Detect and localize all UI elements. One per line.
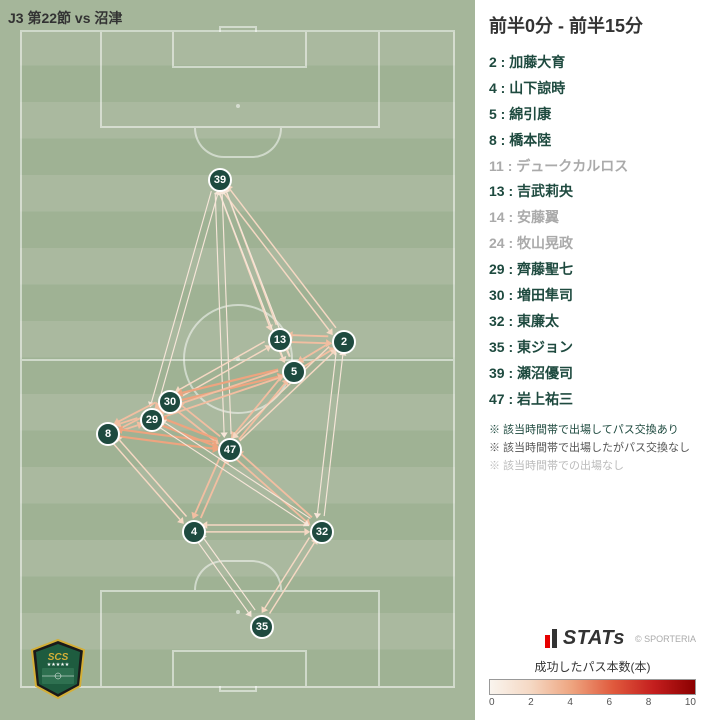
legend-note-active: ※ 該当時間帯で出場してパス交換あり	[489, 422, 696, 440]
goal-bottom	[219, 686, 257, 692]
pitch: 39 13 2 5 3029 8 47 4 32 35	[20, 30, 455, 688]
colorbar-tick: 0	[489, 697, 495, 708]
player-node: 13	[268, 328, 292, 352]
team-logo: SCS ★★★★★	[30, 638, 86, 700]
player-node: 4	[182, 520, 206, 544]
colorbar	[489, 679, 696, 695]
player-node: 47	[218, 438, 242, 462]
penalty-arc-bottom	[194, 560, 282, 590]
footer: STATs © SPORTERIA 成功したパス本数(本) 0 2 4 6 8 10	[489, 627, 696, 708]
colorbar-label: 成功したパス本数(本)	[489, 658, 696, 675]
colorbar-tick: 6	[607, 697, 613, 708]
player-row: 30 : 増田隼司	[489, 283, 696, 309]
player-node: 32	[310, 520, 334, 544]
stats-logo: STATs © SPORTERIA	[489, 627, 696, 650]
goal-top	[219, 26, 257, 32]
player-row: 32 : 東廉太	[489, 309, 696, 335]
time-range-title: 前半0分 - 前半15分	[489, 12, 696, 38]
player-row: 29 : 齊藤聖七	[489, 257, 696, 283]
colorbar-tick: 8	[646, 697, 652, 708]
player-row: 4 : 山下諒時	[489, 76, 696, 102]
player-row: 13 : 吉武莉央	[489, 179, 696, 205]
player-node: 29	[140, 408, 164, 432]
stats-logo-icon	[545, 629, 557, 648]
svg-text:★★★★★: ★★★★★	[47, 662, 70, 668]
player-row: 14 : 安藤翼	[489, 205, 696, 231]
player-row: 35 : 東ジョン	[489, 335, 696, 361]
goal-box-top	[172, 32, 307, 68]
player-row: 11 : デュークカルロス	[489, 154, 696, 180]
player-row: 2 : 加藤大育	[489, 50, 696, 76]
player-node: 30	[158, 390, 182, 414]
copyright: © SPORTERIA	[635, 634, 696, 644]
player-row: 8 : 橋本陸	[489, 128, 696, 154]
pitch-panel: J3 第22節 vs 沼津 39 13 2 5 3029 8 47 4 32 35 SCS ★★★…	[0, 0, 475, 720]
goal-box-bottom	[172, 650, 307, 686]
player-node: 35	[250, 615, 274, 639]
player-node: 39	[208, 168, 232, 192]
colorbar-tick: 4	[567, 697, 573, 708]
player-list: 2 : 加藤大育4 : 山下諒時5 : 綿引康8 : 橋本陸11 : デュークカ…	[489, 50, 696, 412]
penalty-dot-bottom	[236, 610, 240, 614]
player-node: 2	[332, 330, 356, 354]
player-row: 47 : 岩上祐三	[489, 387, 696, 413]
player-row: 39 : 瀬沼優司	[489, 361, 696, 387]
player-node: 5	[282, 360, 306, 384]
sidebar: 前半0分 - 前半15分 2 : 加藤大育4 : 山下諒時5 : 綿引康8 : …	[475, 0, 710, 720]
legend-note-not-played: ※ 該当時間帯での出場なし	[489, 458, 696, 476]
legend-note-no-pass: ※ 該当時間帯で出場したがパス交換なし	[489, 440, 696, 458]
player-row: 24 : 牧山晃政	[489, 231, 696, 257]
player-node: 8	[96, 422, 120, 446]
colorbar-ticks: 0 2 4 6 8 10	[489, 697, 696, 708]
stats-brand-text: STATs	[563, 627, 625, 650]
penalty-arc-top	[194, 128, 282, 158]
center-dot	[236, 357, 240, 361]
legend-notes: ※ 該当時間帯で出場してパス交換あり ※ 該当時間帯で出場したがパス交換なし ※…	[489, 422, 696, 475]
colorbar-tick: 10	[685, 697, 696, 708]
penalty-dot-top	[236, 104, 240, 108]
match-title: J3 第22節 vs 沼津	[8, 8, 122, 28]
colorbar-tick: 2	[528, 697, 534, 708]
player-row: 5 : 綿引康	[489, 102, 696, 128]
